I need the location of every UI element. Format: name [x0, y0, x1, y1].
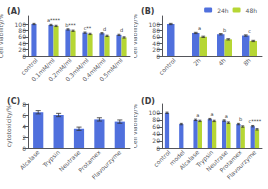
- svg-text:a****: a****: [47, 17, 61, 23]
- svg-text:control: control: [19, 56, 39, 77]
- svg-text:4: 4: [22, 123, 26, 130]
- svg-text:Neutrase: Neutrase: [204, 148, 229, 173]
- svg-text:(D): (D): [141, 97, 155, 106]
- svg-text:80: 80: [152, 27, 160, 34]
- svg-text:control: control: [157, 56, 177, 76]
- svg-text:20: 20: [18, 46, 26, 53]
- svg-text:0: 0: [22, 53, 26, 60]
- svg-text:20: 20: [152, 137, 160, 144]
- svg-text:d: d: [120, 27, 123, 33]
- svg-text:c: c: [248, 28, 251, 34]
- svg-text:c****: c****: [248, 118, 261, 124]
- svg-text:d: d: [103, 26, 106, 32]
- svg-text:0: 0: [156, 145, 160, 152]
- svg-text:a: a: [196, 112, 199, 118]
- svg-text:40: 40: [152, 130, 160, 137]
- svg-text:a: a: [198, 25, 201, 31]
- svg-text:a: a: [210, 111, 213, 117]
- svg-text:(C): (C): [7, 97, 20, 106]
- svg-text:80: 80: [18, 27, 26, 34]
- svg-text:100: 100: [15, 21, 27, 28]
- svg-text:Trypsin: Trypsin: [41, 148, 62, 169]
- svg-text:Cell viability/%: Cell viability/%: [134, 103, 139, 148]
- svg-text:c**: c**: [84, 25, 92, 31]
- svg-text:100: 100: [149, 21, 161, 28]
- svg-text:(A): (A): [7, 7, 21, 16]
- svg-text:(B): (B): [141, 7, 154, 16]
- svg-text:b: b: [239, 116, 242, 122]
- svg-text:control: control: [152, 148, 172, 168]
- svg-text:2: 2: [22, 134, 26, 141]
- svg-text:a: a: [225, 113, 228, 119]
- svg-text:2h: 2h: [192, 56, 202, 66]
- svg-text:Neutrase: Neutrase: [57, 148, 82, 173]
- svg-text:Alcalase: Alcalase: [18, 148, 41, 171]
- svg-text:24h: 24h: [217, 7, 229, 14]
- svg-text:0.5mM/ml: 0.5mM/ml: [98, 56, 124, 82]
- svg-text:Flavourzyme: Flavourzyme: [225, 148, 258, 181]
- svg-text:20: 20: [152, 46, 160, 53]
- svg-text:Protamex: Protamex: [76, 148, 102, 174]
- svg-text:Protamex: Protamex: [218, 148, 243, 174]
- svg-text:80: 80: [152, 116, 160, 123]
- svg-text:b: b: [223, 27, 226, 33]
- svg-text:0.2mM/ml: 0.2mM/ml: [46, 56, 73, 83]
- svg-text:0: 0: [22, 145, 26, 152]
- svg-text:8: 8: [22, 101, 26, 108]
- svg-text:0.1mM/ml: 0.1mM/ml: [29, 56, 56, 83]
- svg-text:0: 0: [156, 53, 160, 60]
- svg-text:0.3mM/ml: 0.3mM/ml: [63, 56, 90, 83]
- svg-text:60: 60: [152, 33, 160, 40]
- svg-text:8h: 8h: [242, 56, 252, 66]
- svg-text:Cell viability/%: Cell viability/%: [0, 13, 5, 58]
- svg-text:60: 60: [152, 123, 160, 130]
- svg-text:40: 40: [152, 40, 160, 47]
- svg-text:100: 100: [149, 109, 161, 116]
- svg-text:Cell viability/%: Cell viability/%: [134, 13, 139, 58]
- svg-text:40: 40: [18, 40, 26, 47]
- svg-text:b***: b***: [65, 22, 76, 28]
- svg-text:4h: 4h: [217, 56, 227, 66]
- svg-text:60: 60: [18, 33, 26, 40]
- svg-text:0.4mM/ml: 0.4mM/ml: [80, 56, 107, 83]
- svg-text:cytotoxicity/%: cytotoxicity/%: [5, 104, 13, 147]
- svg-text:6: 6: [22, 112, 26, 119]
- svg-text:model: model: [167, 148, 186, 167]
- svg-text:Trypsin: Trypsin: [194, 148, 215, 169]
- svg-text:48h: 48h: [246, 7, 258, 14]
- svg-text:Flavourzyme: Flavourzyme: [90, 148, 123, 181]
- svg-text:Alcalase: Alcalase: [177, 148, 201, 171]
